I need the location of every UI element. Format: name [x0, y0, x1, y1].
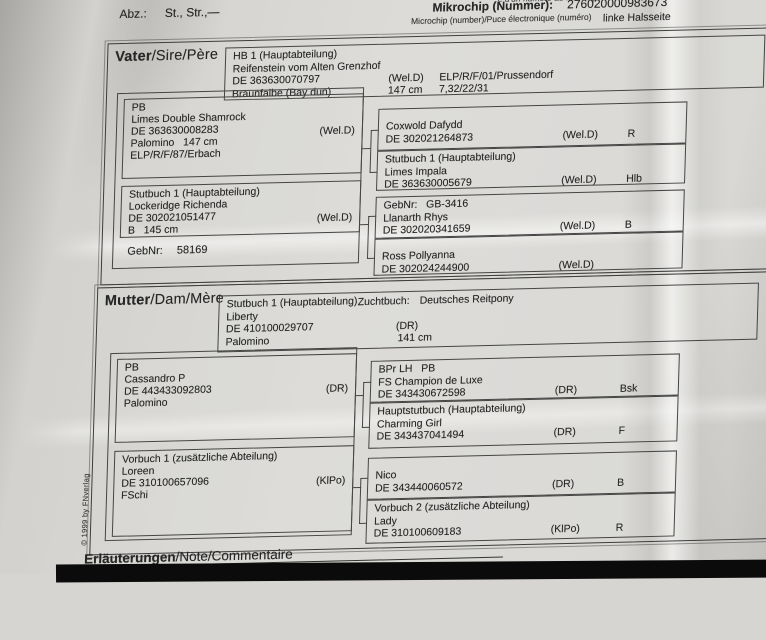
ggp-mark: R	[616, 522, 624, 534]
ggp-mark: Hlb	[626, 172, 642, 184]
grandsire-breed-code: (DR)	[326, 382, 349, 395]
dam-grandparents-group: PB Cassandro P DE 443433092803 Palomino …	[105, 347, 358, 541]
ggp-box-ross-pollyanna: Ross Pollyanna DE 302024244900(Wel.D)	[373, 231, 683, 275]
dam-breed-code: (DR)	[396, 320, 419, 333]
ggp-breed-code: (Wel.D)	[560, 219, 625, 233]
gebnr-value: 58169	[177, 244, 208, 257]
studbook-label: Zuchtbuch:	[357, 295, 409, 308]
dam-grandsire-box: PB Cassandro P DE 443433092803 Palomino …	[115, 353, 358, 443]
ggp-mark: F	[618, 425, 625, 437]
ggp-breed-code: (DR)	[555, 383, 620, 397]
dam-height: 141 cm	[397, 331, 432, 344]
ggp-box-lady: Vorbuch 2 (zusätzliche Abteilung) Lady D…	[365, 492, 675, 543]
abz-value: St., Str.,—	[165, 5, 220, 20]
sire-breed-code: (Wel.D)	[388, 72, 424, 85]
sire-section: Vater/Sire/Père HB 1 (Hauptabteilung) Re…	[100, 27, 766, 286]
birth-number-row: GebNr: 58169	[127, 244, 221, 258]
sire-grandsire-box: PB Limes Double Shamrock DE 363630008283…	[122, 93, 364, 179]
ggp-mark: B	[617, 476, 624, 488]
dam-section: Mutter/Dam/Mère Stutbuch 1 (Hauptabteilu…	[89, 271, 766, 556]
pedigree-fork-stub	[360, 224, 368, 225]
pedigree-fork-stub	[353, 487, 361, 488]
dam-granddam-box: Vorbuch 1 (zusätzliche Abteilung) Loreen…	[112, 445, 355, 537]
ggp-mark: B	[625, 219, 632, 231]
ggp-box-limes-impala: Stutbuch 1 (Hauptabteilung) Limes Impala…	[376, 143, 686, 190]
sire-section-title: Vater/Sire/Père	[115, 47, 218, 65]
granddam-breed-code: (KlPo)	[316, 474, 346, 487]
pedigree-fork-stub	[362, 148, 370, 149]
markings-row: Abz.: St., Str.,—	[119, 4, 237, 21]
ggp-breed-code: (Wel.D)	[558, 257, 623, 271]
ggp-box-coxwold: Coxwold Dafydd DE 302021264873(Wel.D)R	[377, 101, 687, 150]
abz-label: Abz.:	[119, 6, 147, 21]
studbook-value: Deutsches Reitpony	[419, 292, 513, 306]
grandsire-breed-code: (Wel.D)	[319, 124, 355, 137]
dam-section-title: Mutter/Dam/Mère	[105, 290, 225, 309]
ggp-breed-code: (DR)	[552, 476, 617, 490]
ggp-breed-code: (KlPo)	[551, 522, 616, 536]
gebnr-label: GebNr:	[127, 245, 163, 258]
sire-scores: 7,32/22/31	[439, 82, 489, 95]
ggp-box-charming-girl: Hauptstutbuch (Hauptabteilung) Charming …	[368, 395, 678, 448]
granddam-breed-code: (Wel.D)	[317, 211, 353, 224]
ggp-box-nico: Nico DE 343440060572(DR)B	[367, 450, 677, 499]
ggp-box-fs-champion: BPr LH PB FS Champion de Luxe DE 3434306…	[370, 353, 680, 402]
ggp-box-llanarth-rhys: GebNr: GB-3416 Llanarth Rhys DE 30202034…	[375, 189, 685, 238]
sire-grandparents-group: PB Limes Double Shamrock DE 363630008283…	[112, 87, 364, 269]
dam-box: Stutbuch 1 (Hauptabteilung) Liberty DE 4…	[217, 283, 759, 353]
ggp-mark: Bsk	[620, 382, 638, 394]
sire-height: 147 cm	[388, 84, 423, 97]
pedigree-fork-stub	[356, 395, 364, 396]
microchip-value: 276020000983673	[567, 0, 668, 11]
ggp-mark: R	[627, 127, 635, 139]
ggp-breed-code: (Wel.D)	[562, 127, 627, 141]
scanned-pedigree-document: Abz.:St., Str.,— é d'un numéro au fer ro…	[0, 0, 766, 574]
ggp-breed-code: (Wel.D)	[561, 173, 626, 187]
sire-granddam-box: Stutbuch 1 (Hauptabteilung) Lockeridge R…	[120, 180, 362, 238]
microchip-location: linke Halsseite	[603, 11, 671, 25]
ggp-breed-code: (DR)	[553, 425, 618, 439]
